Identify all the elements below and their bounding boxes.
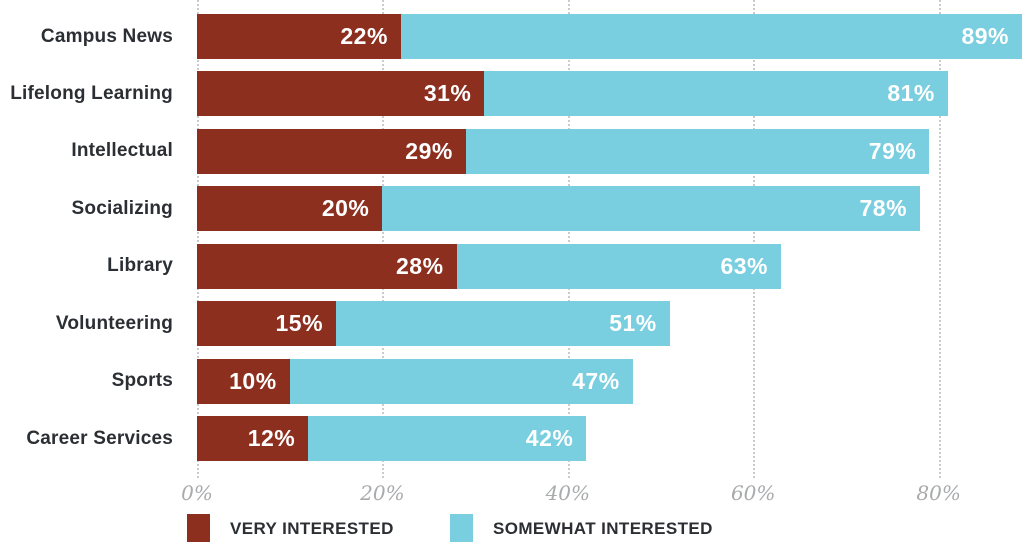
legend-label: VERY INTERESTED (230, 519, 394, 538)
bar-very-interested: 20% (197, 186, 383, 232)
x-tick-label: 20% (360, 481, 405, 505)
value-label-somewhat: 47% (572, 367, 620, 394)
value-label-somewhat: 63% (720, 252, 768, 279)
category-label: Campus News (40, 25, 173, 47)
bar-very-interested: 29% (197, 128, 466, 174)
gridline-20pct (382, 0, 385, 478)
x-axis: 0% 20% 40% 60% 80% (181, 481, 1024, 509)
value-label-very: 20% (321, 195, 370, 222)
x-tick-label: 0% (181, 481, 213, 505)
legend-label: SOMEWHAT INTERESTED (493, 519, 713, 538)
category-label: Sports (111, 370, 173, 392)
bar-very-interested: 10% (197, 358, 290, 404)
category-label: Socializing (71, 197, 173, 219)
bar-very-interested: 22% (197, 14, 401, 59)
legend-swatch-icon (450, 514, 473, 542)
value-label-very: 22% (340, 23, 388, 49)
x-tick-label: 80% (916, 481, 961, 505)
category-label: Career Services (26, 427, 173, 449)
gridline-40pct (567, 0, 570, 478)
chart-row: Socializing 20% 78% (0, 186, 1024, 232)
value-label-somewhat: 51% (609, 310, 657, 337)
value-label-somewhat: 81% (887, 80, 935, 107)
bar-very-interested: 31% (197, 71, 485, 117)
category-label: Volunteering (55, 312, 173, 334)
category-label: Library (107, 255, 173, 277)
chart-row: Career Services 12% 42% (0, 416, 1024, 462)
value-label-somewhat: 79% (868, 137, 917, 164)
value-label-somewhat: 42% (525, 425, 574, 452)
chart-row: Campus News 22% 89% (0, 14, 1024, 59)
chart-row: Volunteering 15% 51% (0, 301, 1024, 347)
bar-somewhat-interested: 51% (336, 301, 670, 347)
bar-somewhat-interested: 47% (289, 358, 633, 404)
bar-somewhat-interested: 79% (465, 128, 930, 174)
category-label: Lifelong Learning (10, 82, 173, 104)
x-tick-label: 60% (730, 481, 776, 505)
legend-item: VERY INTERESTED (187, 514, 394, 542)
value-label-somewhat: 89% (961, 23, 1010, 49)
legend-swatch-icon (187, 514, 210, 542)
legend: VERY INTERESTED SOMEWHAT INTERESTED (0, 514, 1024, 542)
value-label-very: 31% (423, 80, 472, 107)
bar-somewhat-interested: 78% (382, 186, 921, 232)
bar-somewhat-interested: 63% (456, 243, 781, 289)
value-label-somewhat: 78% (859, 195, 908, 222)
value-label-very: 10% (229, 367, 277, 394)
legend-item: SOMEWHAT INTERESTED (450, 514, 713, 542)
chart-row: Lifelong Learning 31% 81% (0, 71, 1024, 117)
chart-row: Library 28% 63% (0, 243, 1024, 289)
gridline-60pct (753, 0, 756, 478)
category-label: Intellectual (71, 140, 173, 162)
value-label-very: 28% (396, 252, 444, 279)
chart-row: Sports 10% 47% (0, 358, 1024, 404)
bar-somewhat-interested: 81% (484, 71, 948, 117)
x-tick-label: 40% (545, 481, 591, 505)
bar-very-interested: 28% (197, 243, 457, 289)
value-label-very: 29% (405, 137, 453, 164)
bar-very-interested: 15% (197, 301, 337, 347)
plot-area (197, 0, 1024, 478)
chart-row: Intellectual 29% 79% (0, 128, 1024, 174)
bar-somewhat-interested: 42% (308, 416, 587, 462)
bar-somewhat-interested: 89% (400, 14, 1023, 59)
gridline-0pct (197, 0, 199, 478)
value-label-very: 15% (275, 310, 324, 337)
value-label-very: 12% (247, 425, 296, 452)
gridline-80pct (938, 0, 941, 478)
bar-very-interested: 12% (197, 416, 309, 462)
